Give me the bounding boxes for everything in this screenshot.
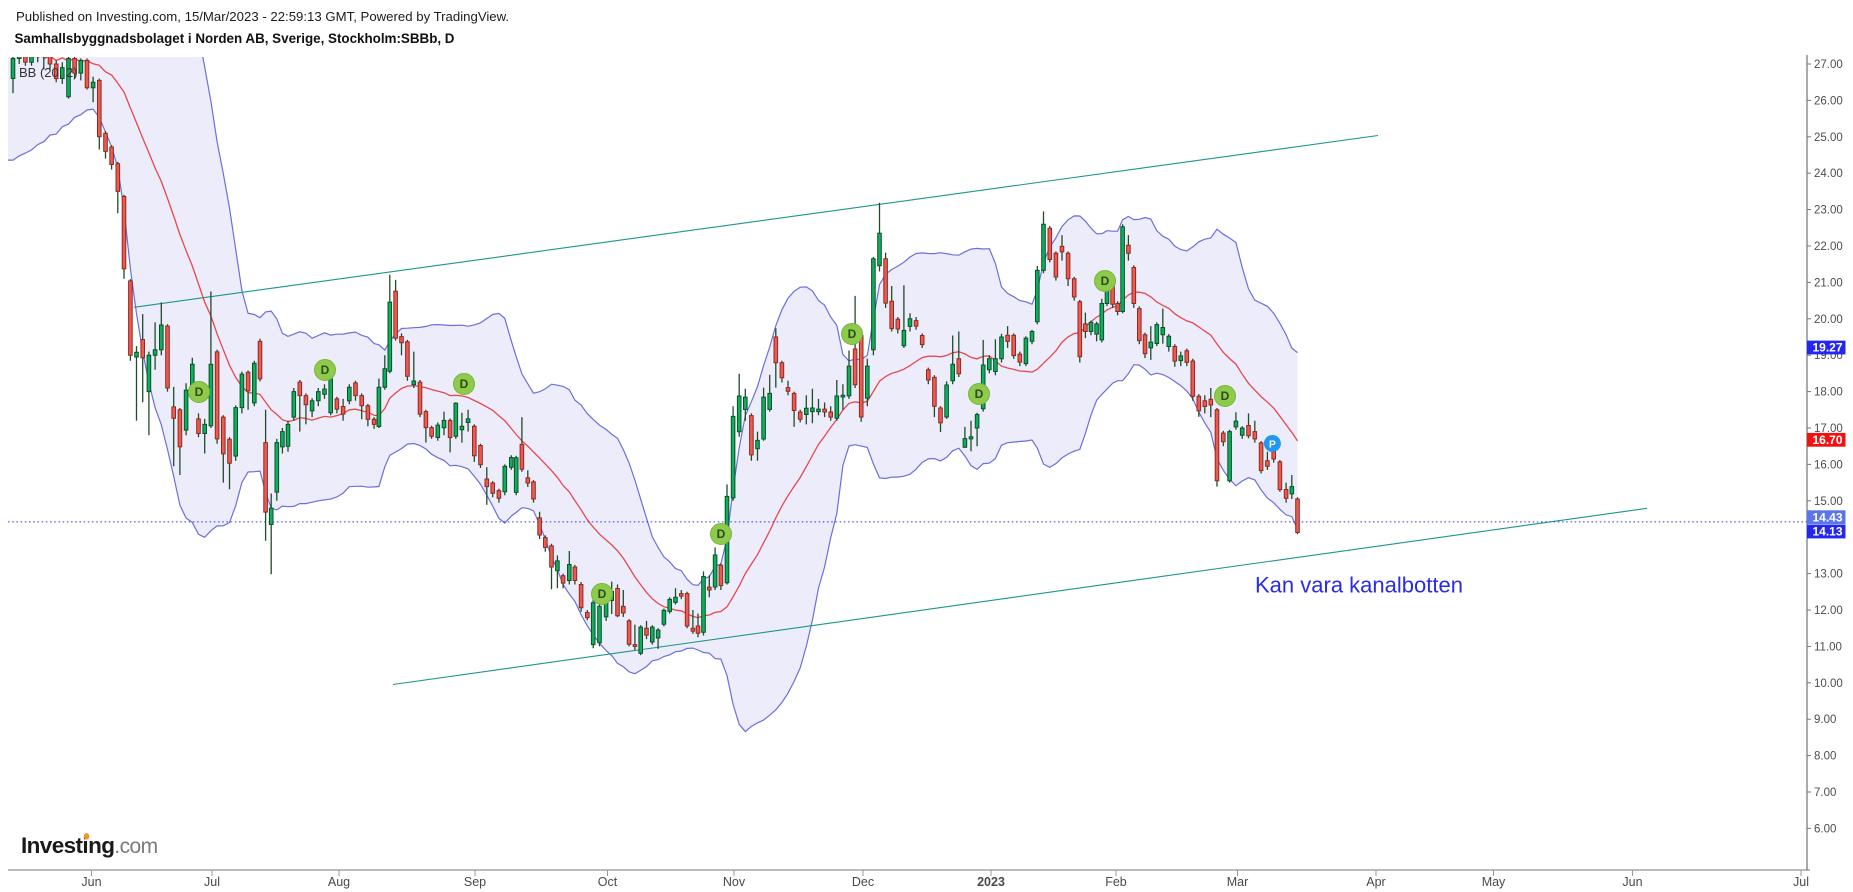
svg-text:Kan vara kanalbotten: Kan vara kanalbotten: [1255, 573, 1463, 598]
svg-text:19.27: 19.27: [1813, 341, 1843, 355]
svg-text:D: D: [321, 363, 330, 377]
svg-text:27.00: 27.00: [1814, 59, 1843, 71]
svg-text:14.13: 14.13: [1813, 525, 1843, 539]
svg-text:Samhallsbyggnadsbolaget i Nord: Samhallsbyggnadsbolaget i Norden AB, Sve…: [15, 31, 455, 46]
svg-text:14.43: 14.43: [1813, 510, 1843, 524]
svg-text:22.00: 22.00: [1814, 241, 1843, 253]
svg-text:20.00: 20.00: [1814, 314, 1843, 326]
svg-text:9.00: 9.00: [1814, 714, 1836, 726]
svg-text:D: D: [975, 387, 984, 401]
svg-text:10.00: 10.00: [1814, 678, 1843, 690]
svg-text:D: D: [848, 327, 857, 341]
svg-text:Jun: Jun: [1622, 875, 1642, 889]
svg-text:6.00: 6.00: [1814, 823, 1836, 835]
svg-text:18.00: 18.00: [1814, 387, 1843, 399]
svg-text:8.00: 8.00: [1814, 751, 1836, 763]
svg-text:D: D: [195, 385, 204, 399]
svg-text:12.00: 12.00: [1814, 605, 1843, 617]
svg-text:May: May: [1482, 875, 1506, 889]
svg-text:Dec: Dec: [852, 875, 874, 889]
svg-text:D: D: [460, 377, 469, 391]
svg-text:Investing.com: Investing.com: [21, 833, 158, 858]
svg-text:Nov: Nov: [723, 875, 746, 889]
svg-text:Oct: Oct: [598, 875, 618, 889]
svg-text:23.00: 23.00: [1814, 205, 1843, 217]
svg-text:25.00: 25.00: [1814, 132, 1843, 144]
svg-text:Published on Investing.com, 15: Published on Investing.com, 15/Mar/2023 …: [16, 9, 509, 24]
svg-text:D: D: [717, 527, 726, 541]
svg-text:7.00: 7.00: [1814, 787, 1836, 799]
svg-text:Jun: Jun: [81, 875, 101, 889]
svg-text:16.00: 16.00: [1814, 459, 1843, 471]
svg-text:Jul: Jul: [1793, 875, 1809, 889]
svg-text:P: P: [1269, 439, 1276, 451]
svg-text:Mar: Mar: [1227, 875, 1249, 889]
svg-text:17.00: 17.00: [1814, 423, 1843, 435]
svg-text:Feb: Feb: [1105, 875, 1127, 889]
svg-text:D: D: [1101, 274, 1110, 288]
svg-text:16.70: 16.70: [1813, 433, 1843, 447]
svg-text:BB (20, 2): BB (20, 2): [19, 65, 78, 80]
svg-text:D: D: [598, 587, 607, 601]
svg-text:15.00: 15.00: [1814, 496, 1843, 508]
svg-text:D: D: [1221, 389, 1230, 403]
svg-text:13.00: 13.00: [1814, 569, 1843, 581]
svg-text:24.00: 24.00: [1814, 168, 1843, 180]
svg-text:Jul: Jul: [204, 875, 220, 889]
svg-text:Sep: Sep: [464, 875, 486, 889]
svg-text:Apr: Apr: [1366, 875, 1385, 889]
svg-text:11.00: 11.00: [1814, 641, 1842, 653]
svg-text:21.00: 21.00: [1814, 277, 1843, 289]
svg-text:Aug: Aug: [328, 875, 350, 889]
svg-text:2023: 2023: [977, 875, 1005, 889]
svg-text:26.00: 26.00: [1814, 95, 1843, 107]
